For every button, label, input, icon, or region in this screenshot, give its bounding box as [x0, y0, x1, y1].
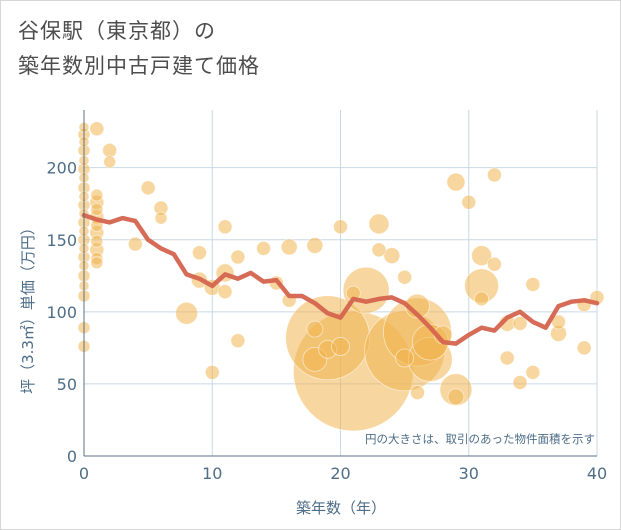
axes: 0 50 100 150 200 0 10 20 30 40	[46, 110, 607, 483]
bubble-point	[474, 291, 489, 307]
bubble-size-note: 円の大きさは、取引のあった物件面積を示す	[365, 432, 595, 446]
bubble-point	[140, 180, 156, 196]
bubble-point	[90, 234, 104, 248]
bubble-point	[371, 242, 387, 258]
bubble-point	[410, 385, 425, 400]
bubble-point	[512, 375, 528, 390]
bubble-point	[461, 194, 477, 210]
trend-line	[81, 212, 600, 346]
bubble-point	[103, 155, 117, 169]
x-tick-label: 40	[587, 464, 607, 483]
y-tick-label: 150	[46, 231, 77, 250]
bubble-point	[525, 364, 541, 380]
bubble-point	[154, 211, 168, 225]
bubble-point	[89, 121, 105, 137]
bubble-point	[447, 388, 465, 406]
bubble-point	[395, 348, 415, 368]
bubble-point	[525, 277, 541, 292]
y-tick-label: 0	[67, 447, 77, 466]
y-tick-label: 100	[46, 303, 77, 322]
bubble-point	[486, 167, 502, 183]
x-tick-label: 20	[330, 464, 350, 483]
bubble-point	[397, 269, 413, 285]
bubble-point	[175, 301, 199, 325]
bubble-point	[342, 266, 390, 314]
y-tick-label: 200	[46, 159, 77, 178]
bubble-point	[446, 172, 466, 192]
y-axis-label: 坪（3.3㎡）単価（万円）	[19, 220, 37, 394]
bubble-point	[230, 249, 246, 265]
x-tick-label: 30	[459, 464, 479, 483]
title-line-2: 築年数別中古戸建て価格	[18, 54, 260, 78]
bubble-point	[576, 340, 592, 356]
x-tick-label: 0	[79, 464, 89, 483]
bubble-point	[192, 245, 207, 261]
bubble-point	[499, 350, 515, 366]
bubble-point	[230, 333, 246, 349]
bubble-point	[90, 203, 104, 216]
bubble-point	[204, 364, 220, 380]
bubble-point	[512, 315, 528, 331]
bubble-point	[280, 238, 298, 256]
bubble-point	[90, 256, 104, 270]
y-tick-label: 50	[57, 375, 77, 394]
grid-lines	[84, 110, 598, 456]
trend-line-series	[81, 212, 600, 346]
bubble-series	[77, 121, 605, 432]
bubble-point	[127, 236, 143, 252]
bubble-point	[368, 213, 390, 235]
bubble-point	[471, 245, 492, 267]
bubble-point	[256, 240, 271, 256]
bubble-point	[331, 337, 350, 356]
chart-title: 谷保駅（東京都）の 築年数別中古戸建て価格	[18, 14, 260, 84]
bubble-point	[102, 142, 118, 158]
x-axis-label: 築年数（年）	[296, 499, 386, 517]
bubble-point	[217, 284, 233, 300]
x-tick-label: 10	[202, 464, 222, 483]
bubble-point	[306, 237, 324, 254]
bubble-point	[217, 219, 233, 235]
bubble-point	[486, 256, 502, 272]
bubble-point	[90, 188, 104, 202]
bubble-point	[383, 247, 401, 265]
bubble-point	[306, 320, 324, 338]
title-line-1: 谷保駅（東京都）の	[18, 19, 216, 43]
bubble-point	[333, 219, 348, 235]
